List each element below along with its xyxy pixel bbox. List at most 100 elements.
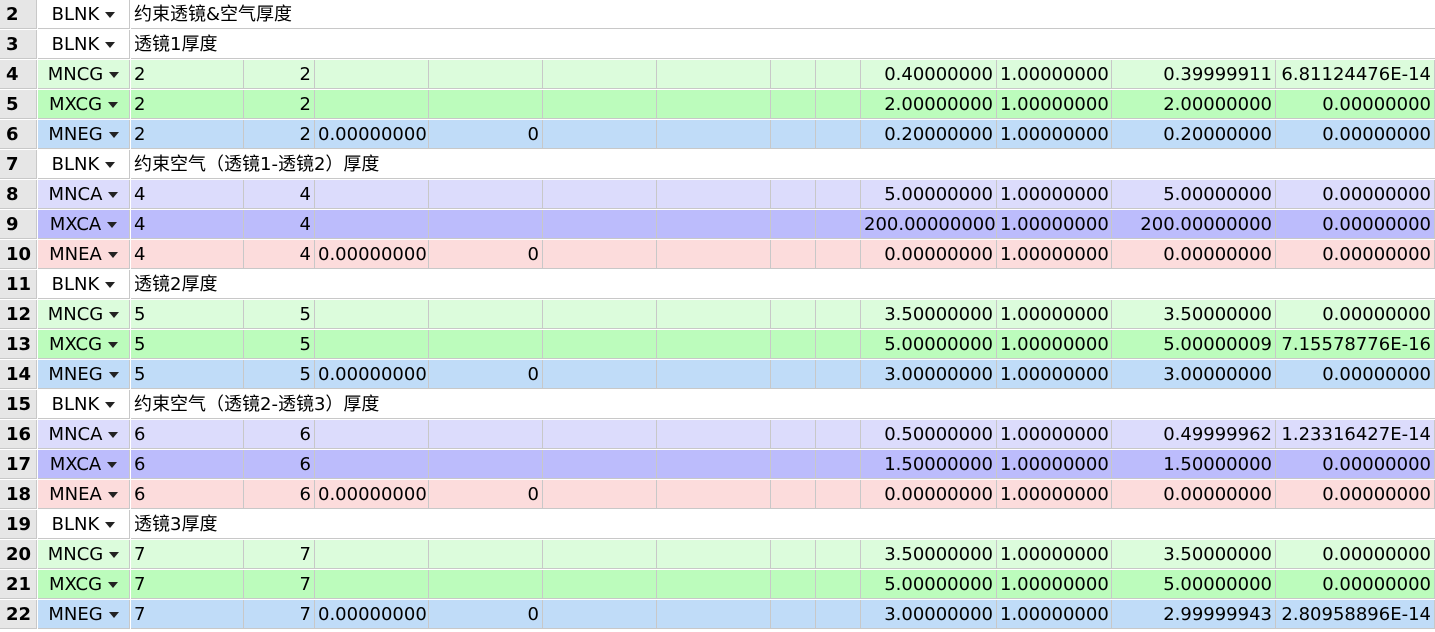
param2-cell[interactable]	[429, 450, 543, 479]
chevron-down-icon[interactable]	[105, 282, 116, 288]
empty-cell[interactable]	[657, 120, 771, 149]
chevron-down-icon[interactable]	[108, 102, 119, 108]
operand-type-dropdown[interactable]: BLNK	[38, 390, 130, 419]
empty-cell[interactable]	[657, 570, 771, 599]
value-cell[interactable]: 200.00000000	[1112, 210, 1276, 239]
empty-cell[interactable]	[657, 450, 771, 479]
operand-row[interactable]: 12 MNCG 5 5 3.50000000 1.00000000 3.50000000 0.…	[0, 300, 1435, 330]
empty-cell[interactable]	[816, 480, 861, 509]
param-cell[interactable]	[315, 210, 429, 239]
surf2-cell[interactable]: 2	[244, 90, 315, 119]
empty-cell[interactable]	[816, 600, 861, 629]
surf2-cell[interactable]: 2	[244, 60, 315, 89]
operand-row[interactable]: 6 MNEG 2 2 0.00000000 0 0.20000000 1.00000000 0.…	[0, 120, 1435, 150]
param-cell[interactable]	[315, 90, 429, 119]
param-cell[interactable]: 0.00000000	[315, 480, 429, 509]
empty-cell[interactable]	[771, 450, 816, 479]
empty-cell[interactable]	[771, 300, 816, 329]
surf2-cell[interactable]: 5	[244, 360, 315, 389]
contribution-cell[interactable]: 0.00000000	[1276, 90, 1435, 119]
empty-cell[interactable]	[657, 480, 771, 509]
target-cell[interactable]: 3.00000000	[861, 600, 997, 629]
param2-cell[interactable]	[429, 210, 543, 239]
operand-type-dropdown[interactable]: MNCG	[38, 540, 130, 569]
empty-cell[interactable]	[771, 600, 816, 629]
chevron-down-icon[interactable]	[108, 612, 119, 618]
empty-cell[interactable]	[657, 360, 771, 389]
contribution-cell[interactable]: 0.00000000	[1276, 240, 1435, 269]
empty-cell[interactable]	[543, 180, 657, 209]
operand-row[interactable]: 14 MNEG 5 5 0.00000000 0 3.00000000 1.00000000 3…	[0, 360, 1435, 390]
empty-cell[interactable]	[657, 300, 771, 329]
empty-cell[interactable]	[543, 600, 657, 629]
operand-row[interactable]: 11 BLNK 透镜2厚度	[0, 270, 1435, 300]
value-cell[interactable]: 5.00000009	[1112, 330, 1276, 359]
target-cell[interactable]: 0.40000000	[861, 60, 997, 89]
empty-cell[interactable]	[816, 570, 861, 599]
operand-row[interactable]: 3 BLNK 透镜1厚度	[0, 30, 1435, 60]
row-number[interactable]: 22	[0, 600, 37, 629]
operand-type-dropdown[interactable]: BLNK	[38, 270, 130, 299]
empty-cell[interactable]	[771, 480, 816, 509]
value-cell[interactable]: 3.50000000	[1112, 540, 1276, 569]
target-cell[interactable]: 200.00000000	[861, 210, 997, 239]
operand-type-dropdown[interactable]: MNEA	[38, 480, 130, 509]
empty-cell[interactable]	[771, 540, 816, 569]
empty-cell[interactable]	[816, 540, 861, 569]
chevron-down-icon[interactable]	[107, 252, 118, 258]
surf1-cell[interactable]: 4	[131, 180, 244, 209]
operand-type-dropdown[interactable]: MNCG	[38, 300, 130, 329]
chevron-down-icon[interactable]	[108, 132, 119, 138]
contribution-cell[interactable]: 0.00000000	[1276, 480, 1435, 509]
param-cell[interactable]	[315, 60, 429, 89]
param-cell[interactable]: 0.00000000	[315, 600, 429, 629]
weight-cell[interactable]: 1.00000000	[997, 60, 1112, 89]
empty-cell[interactable]	[771, 120, 816, 149]
surf1-cell[interactable]: 7	[131, 570, 244, 599]
weight-cell[interactable]: 1.00000000	[997, 450, 1112, 479]
surf2-cell[interactable]: 5	[244, 330, 315, 359]
chevron-down-icon[interactable]	[109, 312, 120, 318]
chevron-down-icon[interactable]	[105, 42, 116, 48]
surf2-cell[interactable]: 4	[244, 210, 315, 239]
param-cell[interactable]	[315, 300, 429, 329]
contribution-cell[interactable]: 0.00000000	[1276, 360, 1435, 389]
empty-cell[interactable]	[771, 420, 816, 449]
target-cell[interactable]: 3.00000000	[861, 360, 997, 389]
operand-row[interactable]: 2 BLNK 约束透镜&空气厚度	[0, 0, 1435, 30]
value-cell[interactable]: 0.49999962	[1112, 420, 1276, 449]
operand-row[interactable]: 15 BLNK 约束空气（透镜2-透镜3）厚度	[0, 390, 1435, 420]
surf2-cell[interactable]: 7	[244, 570, 315, 599]
target-cell[interactable]: 0.00000000	[861, 240, 997, 269]
weight-cell[interactable]: 1.00000000	[997, 570, 1112, 599]
param-cell[interactable]	[315, 570, 429, 599]
operand-type-dropdown[interactable]: MNEG	[38, 360, 130, 389]
chevron-down-icon[interactable]	[108, 432, 119, 438]
surf1-cell[interactable]: 7	[131, 540, 244, 569]
surf1-cell[interactable]: 2	[131, 60, 244, 89]
param-cell[interactable]: 0.00000000	[315, 240, 429, 269]
operand-type-dropdown[interactable]: MXCA	[38, 450, 130, 479]
surf1-cell[interactable]: 2	[131, 120, 244, 149]
empty-cell[interactable]	[657, 240, 771, 269]
row-number[interactable]: 10	[0, 240, 37, 269]
param2-cell[interactable]	[429, 180, 543, 209]
comment-cell[interactable]: 透镜3厚度	[131, 510, 1435, 539]
empty-cell[interactable]	[543, 300, 657, 329]
row-number[interactable]: 7	[0, 150, 37, 179]
empty-cell[interactable]	[816, 360, 861, 389]
chevron-down-icon[interactable]	[107, 462, 118, 468]
value-cell[interactable]: 0.00000000	[1112, 480, 1276, 509]
weight-cell[interactable]: 1.00000000	[997, 180, 1112, 209]
empty-cell[interactable]	[816, 60, 861, 89]
empty-cell[interactable]	[657, 90, 771, 119]
target-cell[interactable]: 5.00000000	[861, 180, 997, 209]
empty-cell[interactable]	[657, 600, 771, 629]
operand-row[interactable]: 20 MNCG 7 7 3.50000000 1.00000000 3.50000000 0.…	[0, 540, 1435, 570]
contribution-cell[interactable]: 6.81124476E-14	[1276, 60, 1435, 89]
operand-type-dropdown[interactable]: BLNK	[38, 0, 130, 29]
empty-cell[interactable]	[657, 540, 771, 569]
operand-type-dropdown[interactable]: MNEA	[38, 240, 130, 269]
operand-row[interactable]: 13 MXCG 5 5 5.00000000 1.00000000 5.00000009 7.…	[0, 330, 1435, 360]
surf2-cell[interactable]: 7	[244, 600, 315, 629]
